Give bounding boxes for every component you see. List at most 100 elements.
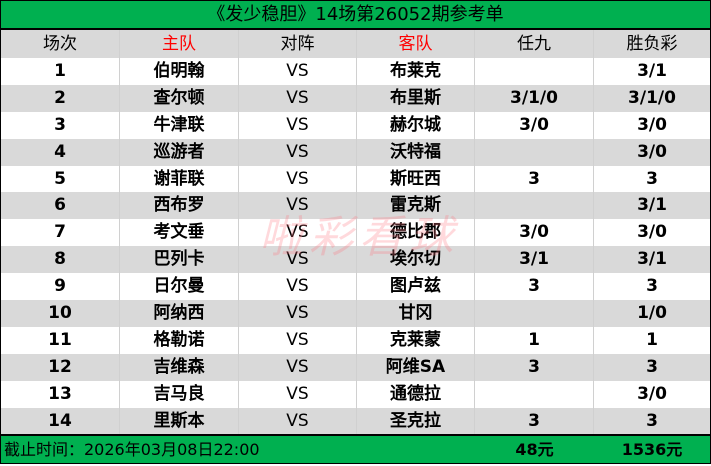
- sfc-pick: 3: [646, 356, 658, 377]
- away-team: 图卢兹: [357, 273, 475, 301]
- match-no: 5: [1, 165, 120, 193]
- match-no: 7: [1, 219, 120, 247]
- home-team: 西布罗: [120, 192, 239, 220]
- home-team: 谢菲联: [120, 165, 239, 193]
- sheet-title: 《发少稳胆》14场第26052期参考单: [1, 1, 710, 30]
- vs-label: VS: [239, 111, 357, 139]
- sfc-pick: 3: [646, 168, 658, 189]
- sfc-pick: 3/0: [637, 141, 667, 162]
- away-team: 克莱蒙: [357, 326, 475, 354]
- away-team: 阿维SA: [357, 353, 475, 381]
- vs-label: VS: [239, 165, 357, 193]
- r9-pick: 3: [475, 273, 594, 301]
- sfc-pick: 3/1/0: [628, 87, 676, 108]
- sfc-pick: 3/0: [637, 383, 667, 404]
- vs-label: VS: [239, 273, 357, 301]
- table-row: 14 里斯本 VS 圣克拉 3 3: [1, 407, 710, 435]
- table-row: 12 吉维森 VS 阿维SA 3 3: [1, 353, 710, 381]
- match-no: 11: [1, 326, 120, 354]
- r9-pick: [475, 380, 594, 408]
- away-team: 德比郡: [357, 219, 475, 247]
- r9-cost: 48元: [515, 440, 554, 459]
- away-team: 布里斯: [357, 84, 475, 112]
- table-row: 6 西布罗 VS 雷克斯 3/1: [1, 192, 710, 220]
- home-team: 考文垂: [120, 219, 239, 247]
- match-no: 13: [1, 380, 120, 408]
- r9-pick: 3/0: [475, 219, 594, 247]
- match-no: 3: [1, 111, 120, 139]
- sfc-pick: 1: [646, 329, 658, 350]
- match-no: 12: [1, 353, 120, 381]
- home-team: 牛津联: [120, 111, 239, 139]
- header-vs: 对阵: [239, 30, 357, 58]
- header-away: 客队: [357, 30, 475, 58]
- away-team: 埃尔切: [357, 246, 475, 274]
- table-row: 8 巴列卡 VS 埃尔切 3/1 3/1: [1, 246, 710, 274]
- home-team: 查尔顿: [120, 84, 239, 112]
- r9-pick: 3: [475, 407, 594, 435]
- home-team: 吉马良: [120, 380, 239, 408]
- match-no: 14: [1, 407, 120, 435]
- match-no: 10: [1, 300, 120, 327]
- sfc-pick: 3/0: [637, 222, 667, 243]
- sfc-pick: 3/1: [637, 195, 667, 216]
- table-row: 9 日尔曼 VS 图卢兹 3 3: [1, 273, 710, 301]
- match-no: 9: [1, 273, 120, 301]
- vs-label: VS: [239, 58, 357, 85]
- table-row: 2 查尔顿 VS 布里斯 3/1/0 3/1/0: [1, 84, 710, 112]
- r9-pick: [475, 192, 594, 220]
- header-home: 主队: [120, 30, 239, 58]
- table-header: 场次 主队 对阵 客队 任九 胜负彩: [1, 30, 710, 58]
- vs-label: VS: [239, 138, 357, 166]
- vs-label: VS: [239, 326, 357, 354]
- table-row: 3 牛津联 VS 赫尔城 3/0 3/0: [1, 111, 710, 139]
- home-team: 日尔曼: [120, 273, 239, 301]
- away-team: 赫尔城: [357, 111, 475, 139]
- table-row: 1 伯明翰 VS 布莱克 3/1: [1, 58, 710, 85]
- away-team: 甘冈: [357, 300, 475, 327]
- home-team: 格勒诺: [120, 326, 239, 354]
- match-no: 8: [1, 246, 120, 274]
- table-row: 4 巡游者 VS 沃特福 3/0: [1, 138, 710, 166]
- r9-pick: 1: [475, 326, 594, 354]
- header-sfc: 胜负彩: [626, 34, 678, 54]
- header-r9: 任九: [475, 30, 594, 58]
- home-team: 巡游者: [120, 138, 239, 166]
- table-row: 11 格勒诺 VS 克莱蒙 1 1: [1, 326, 710, 354]
- table-row: 7 考文垂 VS 德比郡 3/0 3/0: [1, 219, 710, 247]
- sfc-pick: 3: [646, 410, 658, 431]
- table-row: 10 阿纳西 VS 甘冈 1/0: [1, 300, 710, 327]
- vs-label: VS: [239, 84, 357, 112]
- r9-pick: [475, 58, 594, 85]
- vs-label: VS: [239, 219, 357, 247]
- sfc-pick: 3: [646, 276, 658, 297]
- sfc-pick: 3/1: [637, 61, 667, 81]
- r9-pick: 3/0: [475, 111, 594, 139]
- sfc-pick: 1/0: [637, 303, 667, 324]
- r9-pick: 3/1: [475, 246, 594, 274]
- match-no: 2: [1, 84, 120, 112]
- away-team: 圣克拉: [357, 407, 475, 435]
- away-team: 通德拉: [357, 380, 475, 408]
- footer: 截止时间：2026年03月08日22:00 48元 1536元: [1, 434, 710, 463]
- vs-label: VS: [239, 246, 357, 274]
- home-team: 阿纳西: [120, 300, 239, 327]
- r9-pick: 3/1/0: [475, 84, 594, 112]
- sfc-pick: 3/0: [637, 114, 667, 135]
- r9-pick: 3: [475, 165, 594, 193]
- home-team: 伯明翰: [120, 58, 239, 85]
- away-team: 雷克斯: [357, 192, 475, 220]
- home-team: 巴列卡: [120, 246, 239, 274]
- vs-label: VS: [239, 353, 357, 381]
- sfc-pick: 3/1: [637, 249, 667, 270]
- r9-pick: [475, 138, 594, 166]
- r9-pick: [475, 300, 594, 327]
- away-team: 布莱克: [357, 58, 475, 85]
- vs-label: VS: [239, 300, 357, 327]
- r9-pick: 3: [475, 353, 594, 381]
- vs-label: VS: [239, 407, 357, 435]
- table-row: 5 谢菲联 VS 斯旺西 3 3: [1, 165, 710, 193]
- match-no: 4: [1, 138, 120, 166]
- sfc-cost: 1536元: [621, 440, 683, 459]
